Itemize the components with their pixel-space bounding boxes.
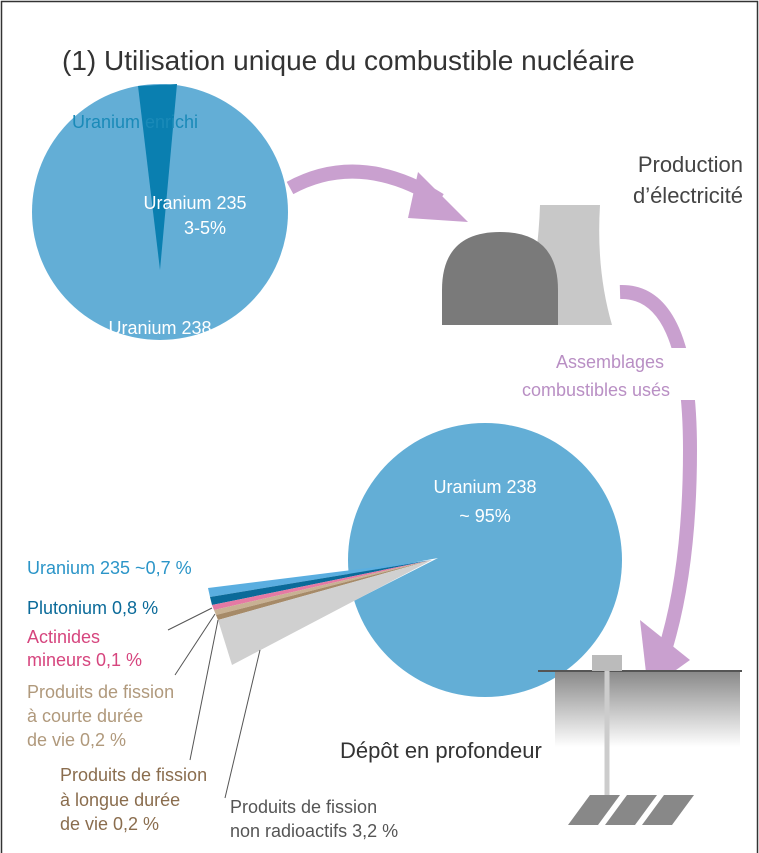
repository-label: Dépôt en profondeur [340,738,542,763]
reactor-dome [442,232,558,325]
u235-label: Uranium 235 [143,193,246,213]
long-fission-label: à longue durée [60,790,180,810]
page: (1) Utilisation unique du combustible nu… [0,0,759,853]
short-fission-label: Produits de fission [27,682,174,702]
plant-label: Production [638,152,743,177]
plutonium-label: Plutonium 0,8 % [27,598,158,618]
diagram: (1) Utilisation unique du combustible nu… [0,0,759,853]
long-fission-label: de vie 0,2 % [60,814,159,834]
head-frame [592,655,622,671]
long-fission-label: Produits de fission [60,765,207,785]
u235-label: Uranium 235 ~0,7 % [27,558,192,578]
galleries [568,795,694,825]
arrow [620,292,690,665]
ground [555,672,740,747]
u238-share: ~ 95% [459,506,511,526]
u238-label: Uranium 238 [433,477,536,497]
u235-share: 3-5% [184,218,226,238]
short-fission-label: à courte durée [27,706,143,726]
spent-fuel-pie [348,423,622,697]
u238-label: Uranium 238 [108,318,211,338]
short-fission-label: de vie 0,2 % [27,730,126,750]
arrow-head [408,172,468,222]
stable-fission-label: non radioactifs 3,2 % [230,821,398,841]
actinides-label: mineurs 0,1 % [27,650,142,670]
actinides-label: Actinides [27,627,100,647]
fresh-fuel-label: Uranium enrichi [72,112,198,132]
transfer-label: Assemblages [556,352,664,372]
transfer-label: combustibles usés [522,380,670,400]
stable-fission-label: Produits de fission [230,797,377,817]
plant-label: d’électricité [633,183,743,208]
title: (1) Utilisation unique du combustible nu… [62,45,635,76]
